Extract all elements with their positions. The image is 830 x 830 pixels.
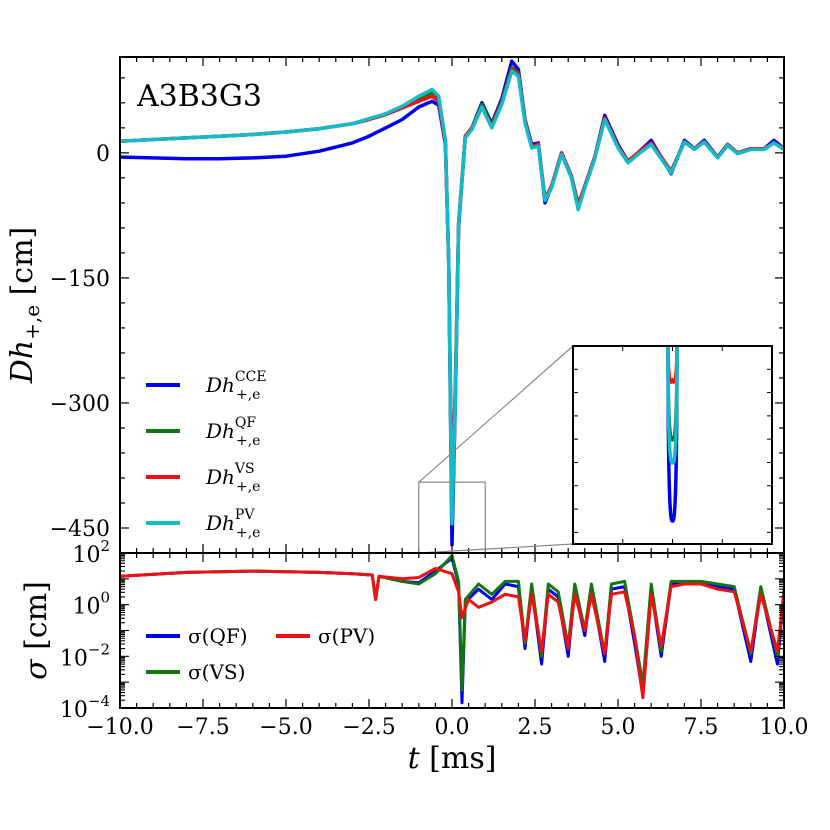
xtick-label: −10.0 [86,715,153,740]
panel-title: A3B3G3 [136,79,262,114]
bottom-ytick-label: 10−4 [60,692,110,723]
top-ytick-label: −300 [50,392,110,417]
sigma-line-pv [120,567,784,700]
top-ylabel: Dh+,e [cm] [5,227,44,385]
xtick-label: 2.5 [518,715,553,740]
top-ytick-label: −150 [50,267,110,292]
legend-label-cce: DhCCE +,e [205,369,267,403]
legend-label-pv: DhPV +,e [205,507,260,541]
bottom-series-group [120,554,784,705]
bottom-ytick-label: 10−2 [60,640,110,671]
xtick-label: 5.0 [601,715,636,740]
bottom-ytick-label: 100 [72,589,110,620]
xtick-label: −7.5 [176,715,229,740]
inset-series-group [666,346,679,523]
legend-label-qf: DhQF +,e [205,415,260,449]
top-ytick-label: −450 [50,517,110,542]
top-ytick-label: 0 [96,142,110,167]
xtick-label: −5.0 [259,715,312,740]
sigma-legend-label: σ(QF) [188,624,248,648]
bottom-ylabel: σ [cm] [19,581,54,680]
xlabel: t [ms] [408,741,497,776]
series-line-pv [120,69,784,526]
inset-background [573,346,772,544]
inset-line-pv [666,346,679,465]
xtick-label: 10.0 [760,715,809,740]
top-series-group [120,59,784,547]
legend-label-vs: DhVS +,e [205,461,260,495]
xtick-label: 7.5 [684,715,719,740]
zoom-connector-bottom [418,543,574,554]
zoom-connector-top [418,345,574,483]
sigma-legend-label: σ(VS) [188,660,245,684]
bottom-ytick-label: 102 [72,537,110,568]
xtick-label: 0.0 [435,715,470,740]
xtick-label: −2.5 [342,715,395,740]
sigma-legend-label: σ(PV) [318,624,375,648]
